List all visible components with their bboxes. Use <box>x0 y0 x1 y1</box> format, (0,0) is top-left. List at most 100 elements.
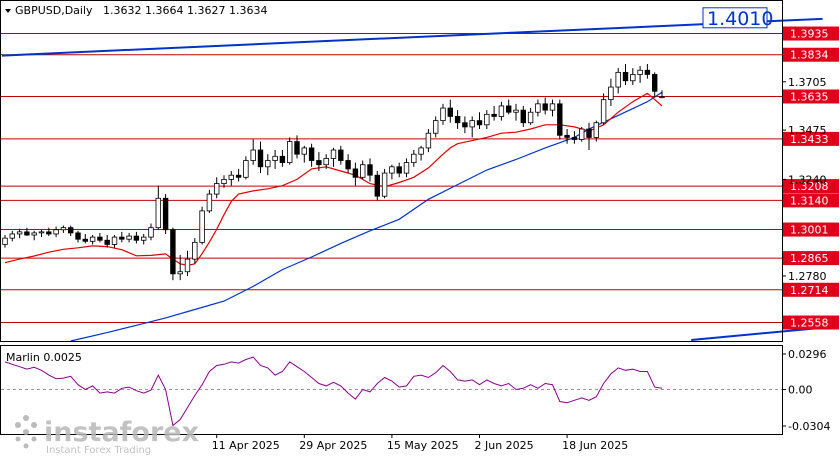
candle-30 <box>221 175 227 188</box>
price-tick-label: 1.2780 <box>788 270 827 283</box>
level-tag-1.3140 <box>783 193 839 208</box>
candle-43 <box>316 152 322 171</box>
bull-candle-body <box>637 69 643 75</box>
watermark-tagline: Instant Forex Trading <box>46 445 151 456</box>
trend-target-label: 1.4010 <box>707 8 773 30</box>
collapse-triangle-icon[interactable] <box>5 9 11 13</box>
candle-28 <box>206 189 213 213</box>
candle-19 <box>140 233 147 245</box>
candle-56 <box>411 150 417 167</box>
bull-candle-body <box>418 147 424 155</box>
candle-16 <box>119 231 125 243</box>
candle-36 <box>265 154 271 176</box>
trend-lines: 1.4010 <box>1 7 823 341</box>
candle-38 <box>279 150 286 167</box>
bull-candle-body <box>301 147 307 155</box>
bull-candle-body <box>16 231 23 235</box>
bear-candle-body <box>294 141 300 155</box>
candle-82 <box>600 93 607 125</box>
bear-candle-body <box>316 160 322 166</box>
candle-1 <box>9 230 15 242</box>
bull-candle-body <box>411 153 417 164</box>
bull-candle-body <box>484 113 490 126</box>
instaforex-logo-icon <box>15 415 37 449</box>
bear-candle-body <box>462 122 468 128</box>
candle-0 <box>2 235 8 248</box>
candle-6 <box>46 227 52 237</box>
candle-18 <box>133 231 140 244</box>
candle-57 <box>418 145 424 161</box>
level-tag-label: 1.3635 <box>790 90 829 103</box>
marlin-axis: 0.0296 0.00 -0.0304 <box>1 348 830 433</box>
candle-5 <box>38 229 45 238</box>
candle-63 <box>462 116 468 134</box>
bull-candle-body <box>286 141 293 164</box>
bull-candle-body <box>600 99 607 124</box>
candle-31 <box>228 171 234 186</box>
candle-86 <box>630 68 636 85</box>
candle-46 <box>338 145 344 165</box>
time-tick-label: 15 May 2025 <box>387 439 459 452</box>
bear-candle-body <box>476 120 483 126</box>
candle-35 <box>257 141 264 174</box>
bull-candle-body <box>148 227 154 238</box>
bear-candle-body <box>374 174 380 197</box>
level-tag-1.3208 <box>783 179 839 194</box>
time-axis: 11 Apr 2025 29 Apr 2025 15 May 2025 2 Jun 2… <box>212 434 628 452</box>
bull-candle-body <box>31 232 37 236</box>
candle-77 <box>564 129 570 144</box>
time-tick-label: 11 Apr 2025 <box>212 439 280 452</box>
marlin-tick-label: 0.00 <box>788 384 813 397</box>
candle-66 <box>484 110 490 130</box>
level-tag-1.3001 <box>783 222 839 237</box>
candle-17 <box>126 232 132 243</box>
bear-candle-body <box>520 109 526 124</box>
candle-27 <box>199 206 205 245</box>
bear-candle-body <box>279 155 286 164</box>
time-tick-label: 29 Apr 2025 <box>299 439 367 452</box>
candle-54 <box>396 162 402 178</box>
fast-moving-average <box>4 92 663 267</box>
candle-49 <box>359 160 366 180</box>
marlin-line <box>4 356 663 427</box>
bull-candle-body <box>432 120 439 134</box>
candle-24 <box>177 254 183 281</box>
bear-candle-body <box>345 160 351 170</box>
bull-candle-body <box>111 236 118 245</box>
candle-64 <box>469 116 475 138</box>
bear-candle-body <box>75 232 81 240</box>
marlin-tick-label: 0.0296 <box>788 348 827 361</box>
candle-72 <box>527 108 534 125</box>
bull-candle-body <box>381 172 388 197</box>
bull-candle-body <box>89 236 96 242</box>
marlin-pane[interactable]: 0.0296 0.00 -0.0304 <box>1 348 830 433</box>
bull-candle-body <box>250 149 256 161</box>
candle-32 <box>235 168 242 182</box>
price-pane[interactable]: 1.4010 1.39351.38341.36351.34331.32081.3… <box>1 7 839 342</box>
bear-candle-body <box>162 197 169 231</box>
bear-candle-body <box>557 103 563 136</box>
candle-75 <box>549 99 556 117</box>
candle-10 <box>75 230 81 243</box>
bear-candle-body <box>24 231 30 236</box>
level-tag-label: 1.3140 <box>790 194 829 207</box>
candle-34 <box>250 139 256 165</box>
candle-60 <box>440 103 446 125</box>
price-tick-label: 1.3705 <box>788 76 827 89</box>
candle-12 <box>89 235 96 245</box>
bear-candle-body <box>586 128 592 138</box>
candlesticks <box>2 63 665 281</box>
bear-candle-body <box>133 235 140 241</box>
marlin-pane-frame <box>0 345 783 435</box>
candle-78 <box>571 131 578 144</box>
bull-candle-body <box>615 71 621 88</box>
level-tag-label: 1.3208 <box>790 180 829 193</box>
candle-8 <box>60 225 67 233</box>
candle-3 <box>24 227 30 237</box>
level-tag-1.3935 <box>783 26 839 41</box>
bear-candle-body <box>622 71 629 82</box>
marlin-oscillator <box>4 356 663 427</box>
upper-trend-line <box>1 17 823 57</box>
